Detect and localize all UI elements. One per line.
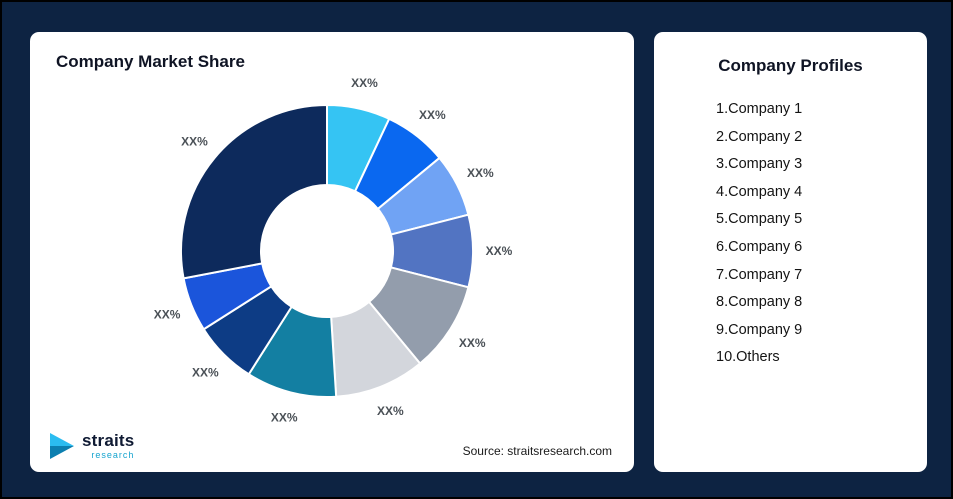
logo-brand-text: straits xyxy=(82,431,135,450)
company-profile-item-6: 6.Company 6 xyxy=(716,238,803,255)
segment-label-7: XX% xyxy=(271,411,298,425)
company-profile-item-7: 7.Company 7 xyxy=(716,266,803,283)
segment-label-2: XX% xyxy=(419,108,446,122)
market-share-donut-chart: XX% XX% XX% XX% XX% XX% XX% XX% XX% XX% xyxy=(154,76,513,425)
logo-text: straits research xyxy=(82,432,134,460)
company-profile-item-3: 3.Company 3 xyxy=(716,156,803,173)
company-profile-item-4: 4.Company 4 xyxy=(716,183,803,200)
segment-label-1: XX% xyxy=(351,76,378,90)
chart-title: Company Market Share xyxy=(56,52,245,71)
segment-label-3: XX% xyxy=(467,166,494,180)
company-profiles-card: Company Profiles 1.Company 1 2.Company 2 3… xyxy=(654,32,927,472)
company-profile-item-1: 1.Company 1 xyxy=(716,101,803,117)
segment-label-5: XX% xyxy=(459,336,486,350)
segment-label-6: XX% xyxy=(377,404,404,418)
company-profile-item-5: 5.Company 5 xyxy=(716,211,803,228)
segment-label-8: XX% xyxy=(192,366,219,380)
company-profiles-list: 1.Company 1 2.Company 2 3.Company 3 4.Compa… xyxy=(654,96,927,372)
segment-label-4: XX% xyxy=(486,244,513,258)
profiles-title: Company Profiles xyxy=(718,56,863,75)
market-share-card: Company Market Share XX% XX% XX% XX% XX% XX% X… xyxy=(30,32,634,472)
company-profile-item-9: 9.Company 9 xyxy=(716,321,803,338)
segment-label-9: XX% xyxy=(154,307,181,321)
source-text: Source: straitsresearch.com xyxy=(462,444,612,458)
company-profile-item-2: 2.Company 2 xyxy=(716,128,803,145)
company-profile-item-10: 10.Others xyxy=(716,349,780,366)
logo-sub-text: research xyxy=(91,450,135,460)
straits-research-logo: straits research xyxy=(50,432,134,460)
straits-logo-icon xyxy=(50,433,74,459)
company-profile-item-8: 8.Company 8 xyxy=(716,294,803,311)
donut-segment-10 xyxy=(180,103,328,280)
segment-label-10: XX% xyxy=(181,134,208,148)
